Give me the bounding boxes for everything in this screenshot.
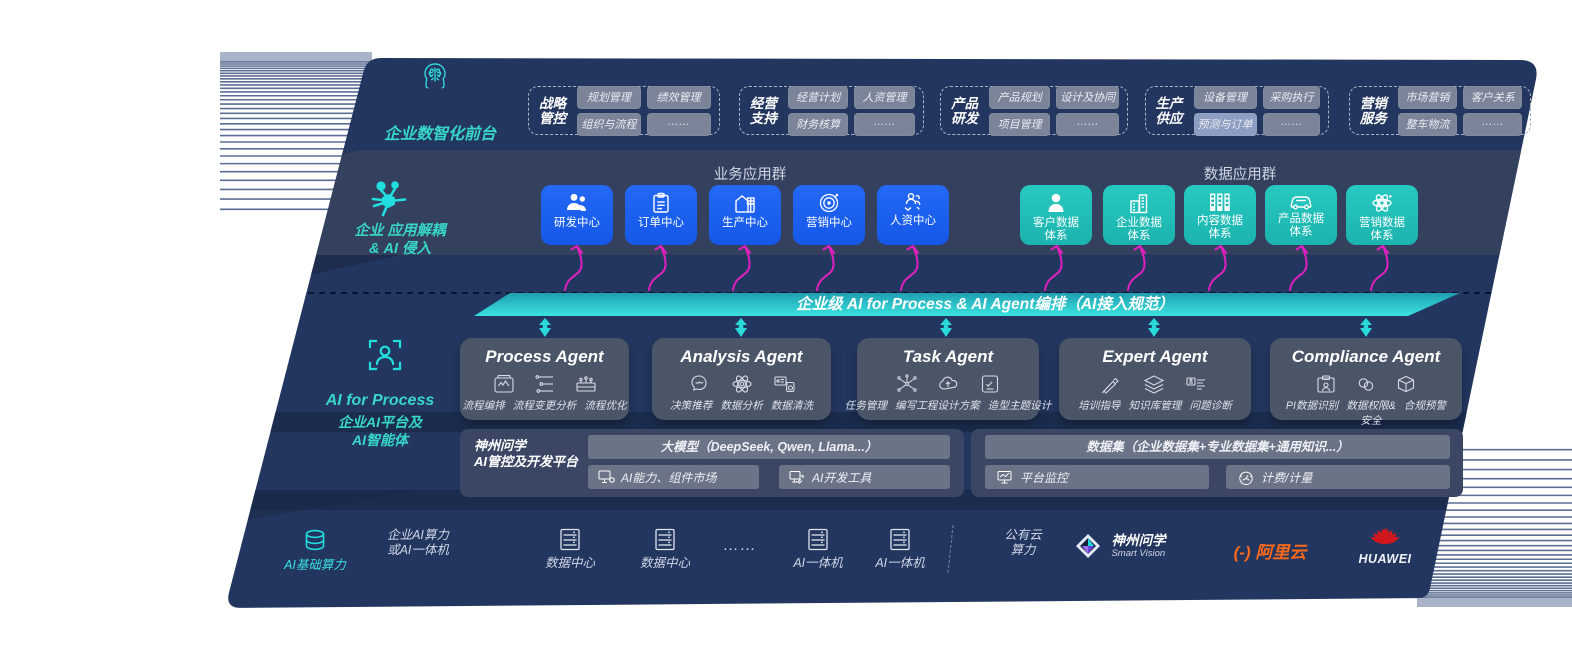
- svg-text:企业级 AI for Process & AI Agent编: 企业级 AI for Process & AI Agent编排（AI接入规范）: [796, 295, 1174, 313]
